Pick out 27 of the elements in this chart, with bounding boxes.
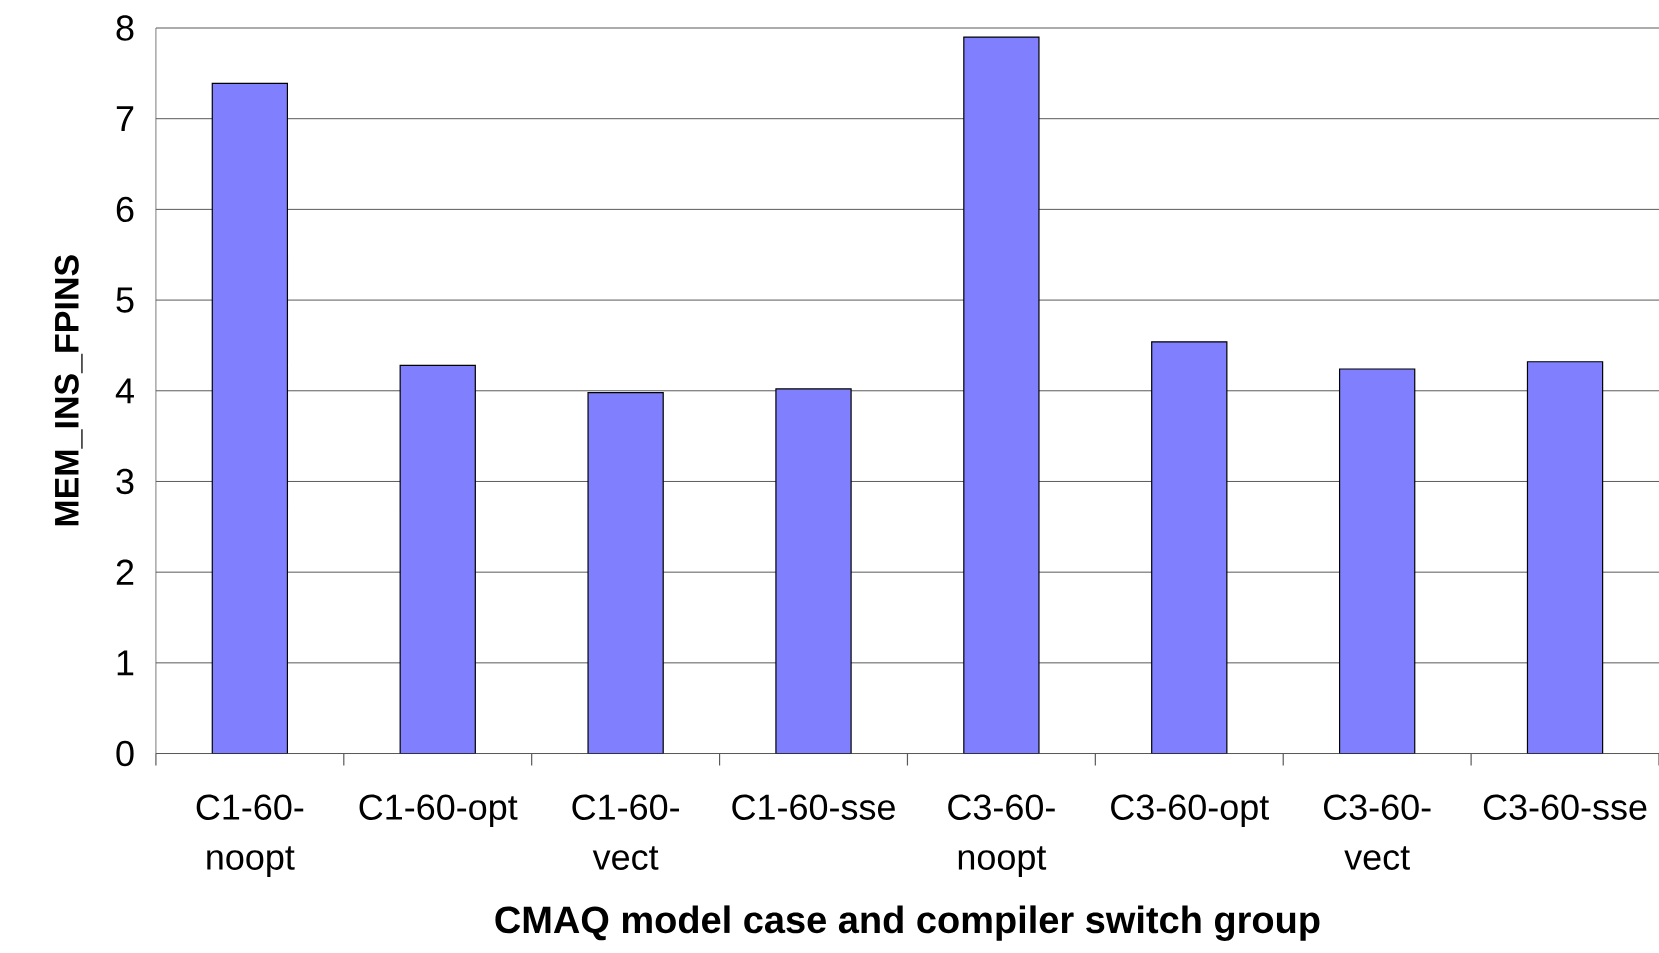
x-tick-label: C3-60-sse [1483,794,1647,820]
y-tick-label: 8 [116,15,134,41]
bar [399,364,476,754]
x-tick-label: C1-60-sse [732,794,895,820]
y-tick-label: 3 [116,468,134,494]
x-tick-label: C1-60-noopt [196,794,304,877]
bar [587,391,664,754]
y-tick-label: 4 [115,378,134,403]
bar [775,388,852,754]
y-axis-title: MEM_INS_FPINS [54,255,83,526]
y-tick-label: 1 [117,650,134,676]
x-tick-label: C1-60-vect [572,794,679,870]
y-tick-label: 0 [116,740,134,767]
y-tick-label: 6 [116,196,134,222]
bar [1151,340,1228,754]
y-tick-label: 2 [116,559,134,585]
y-tick-label: 5 [116,287,134,313]
bar [211,82,289,754]
x-axis-title: CMAQ model case and compiler switch group [495,905,1320,941]
bar [963,36,1040,754]
bar [1338,368,1416,754]
bar [1526,360,1604,754]
y-tick-label: 7 [116,106,134,131]
x-tick-label: C3-60-noopt [948,794,1055,877]
x-tick-label: C1-60-opt [359,794,518,827]
x-tick-label: C3-60-opt [1111,794,1269,827]
x-tick-label: C3-60-vect [1323,794,1431,870]
